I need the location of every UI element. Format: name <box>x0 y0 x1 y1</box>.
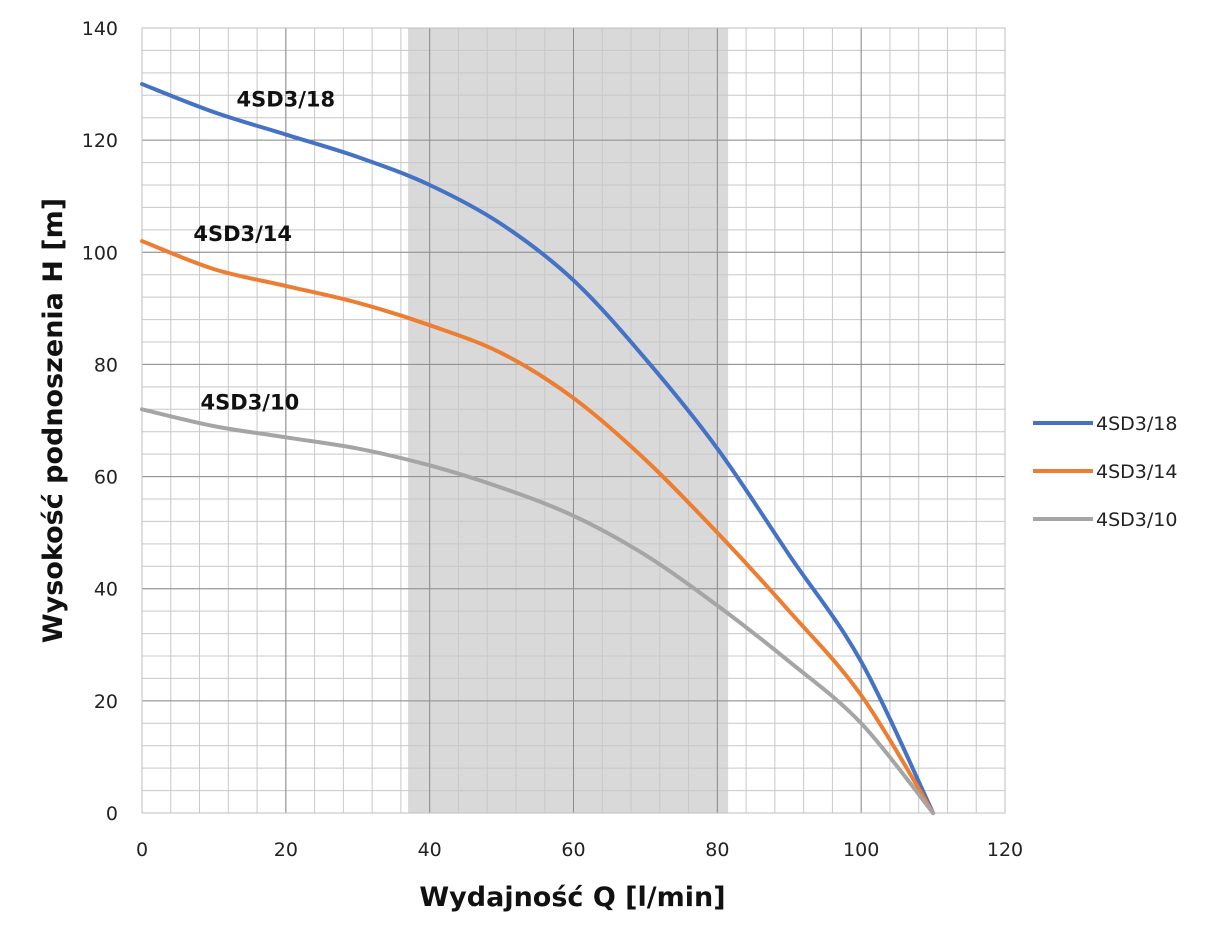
x-tick-label: 60 <box>561 839 585 861</box>
legend: 4SD3/18 4SD3/14 4SD3/10 <box>1033 413 1177 531</box>
x-tick-label: 20 <box>274 839 298 861</box>
y-tick-label: 120 <box>82 130 118 152</box>
x-tick-label: 0 <box>136 839 148 861</box>
x-tick-label: 100 <box>843 839 879 861</box>
series-lines <box>140 82 936 815</box>
legend-entry-4SD3/14: 4SD3/14 <box>1096 461 1177 483</box>
y-tick-label: 80 <box>94 354 118 376</box>
y-tick-label: 60 <box>94 467 118 489</box>
x-tick-label: 40 <box>418 839 442 861</box>
y-tick-label: 20 <box>94 691 118 713</box>
operating-range-band <box>408 28 729 813</box>
x-tick-label: 120 <box>987 839 1023 861</box>
y-tick-label: 0 <box>106 803 118 825</box>
y-tick-labels: 0 20 40 60 80 100 120 140 <box>82 18 118 825</box>
series-line-4SD3/10 <box>140 407 936 815</box>
curve-label-4SD3/18: 4SD3/18 <box>236 88 335 112</box>
x-tick-label: 80 <box>705 839 729 861</box>
y-axis-title: Wysokość podnoszenia H [m] <box>38 198 69 643</box>
y-tick-label: 100 <box>82 242 118 264</box>
plot-border <box>141 27 1006 814</box>
series-curve-labels: 4SD3/18 4SD3/14 4SD3/10 <box>193 88 335 415</box>
y-tick-label: 40 <box>94 579 118 601</box>
x-tick-labels: 0 20 40 60 80 100 120 <box>136 839 1023 861</box>
legend-entry-4SD3/18: 4SD3/18 <box>1096 413 1177 435</box>
y-tick-label: 140 <box>82 18 118 40</box>
series-line-4SD3/14 <box>140 239 936 815</box>
legend-entry-4SD3/10: 4SD3/10 <box>1096 509 1177 531</box>
x-axis-title: Wydajność Q [l/min] <box>419 882 725 913</box>
curve-label-4SD3/10: 4SD3/10 <box>201 390 300 414</box>
series-line-4SD3/18 <box>140 82 936 815</box>
curve-label-4SD3/14: 4SD3/14 <box>193 222 292 246</box>
major-grid <box>141 27 1006 814</box>
